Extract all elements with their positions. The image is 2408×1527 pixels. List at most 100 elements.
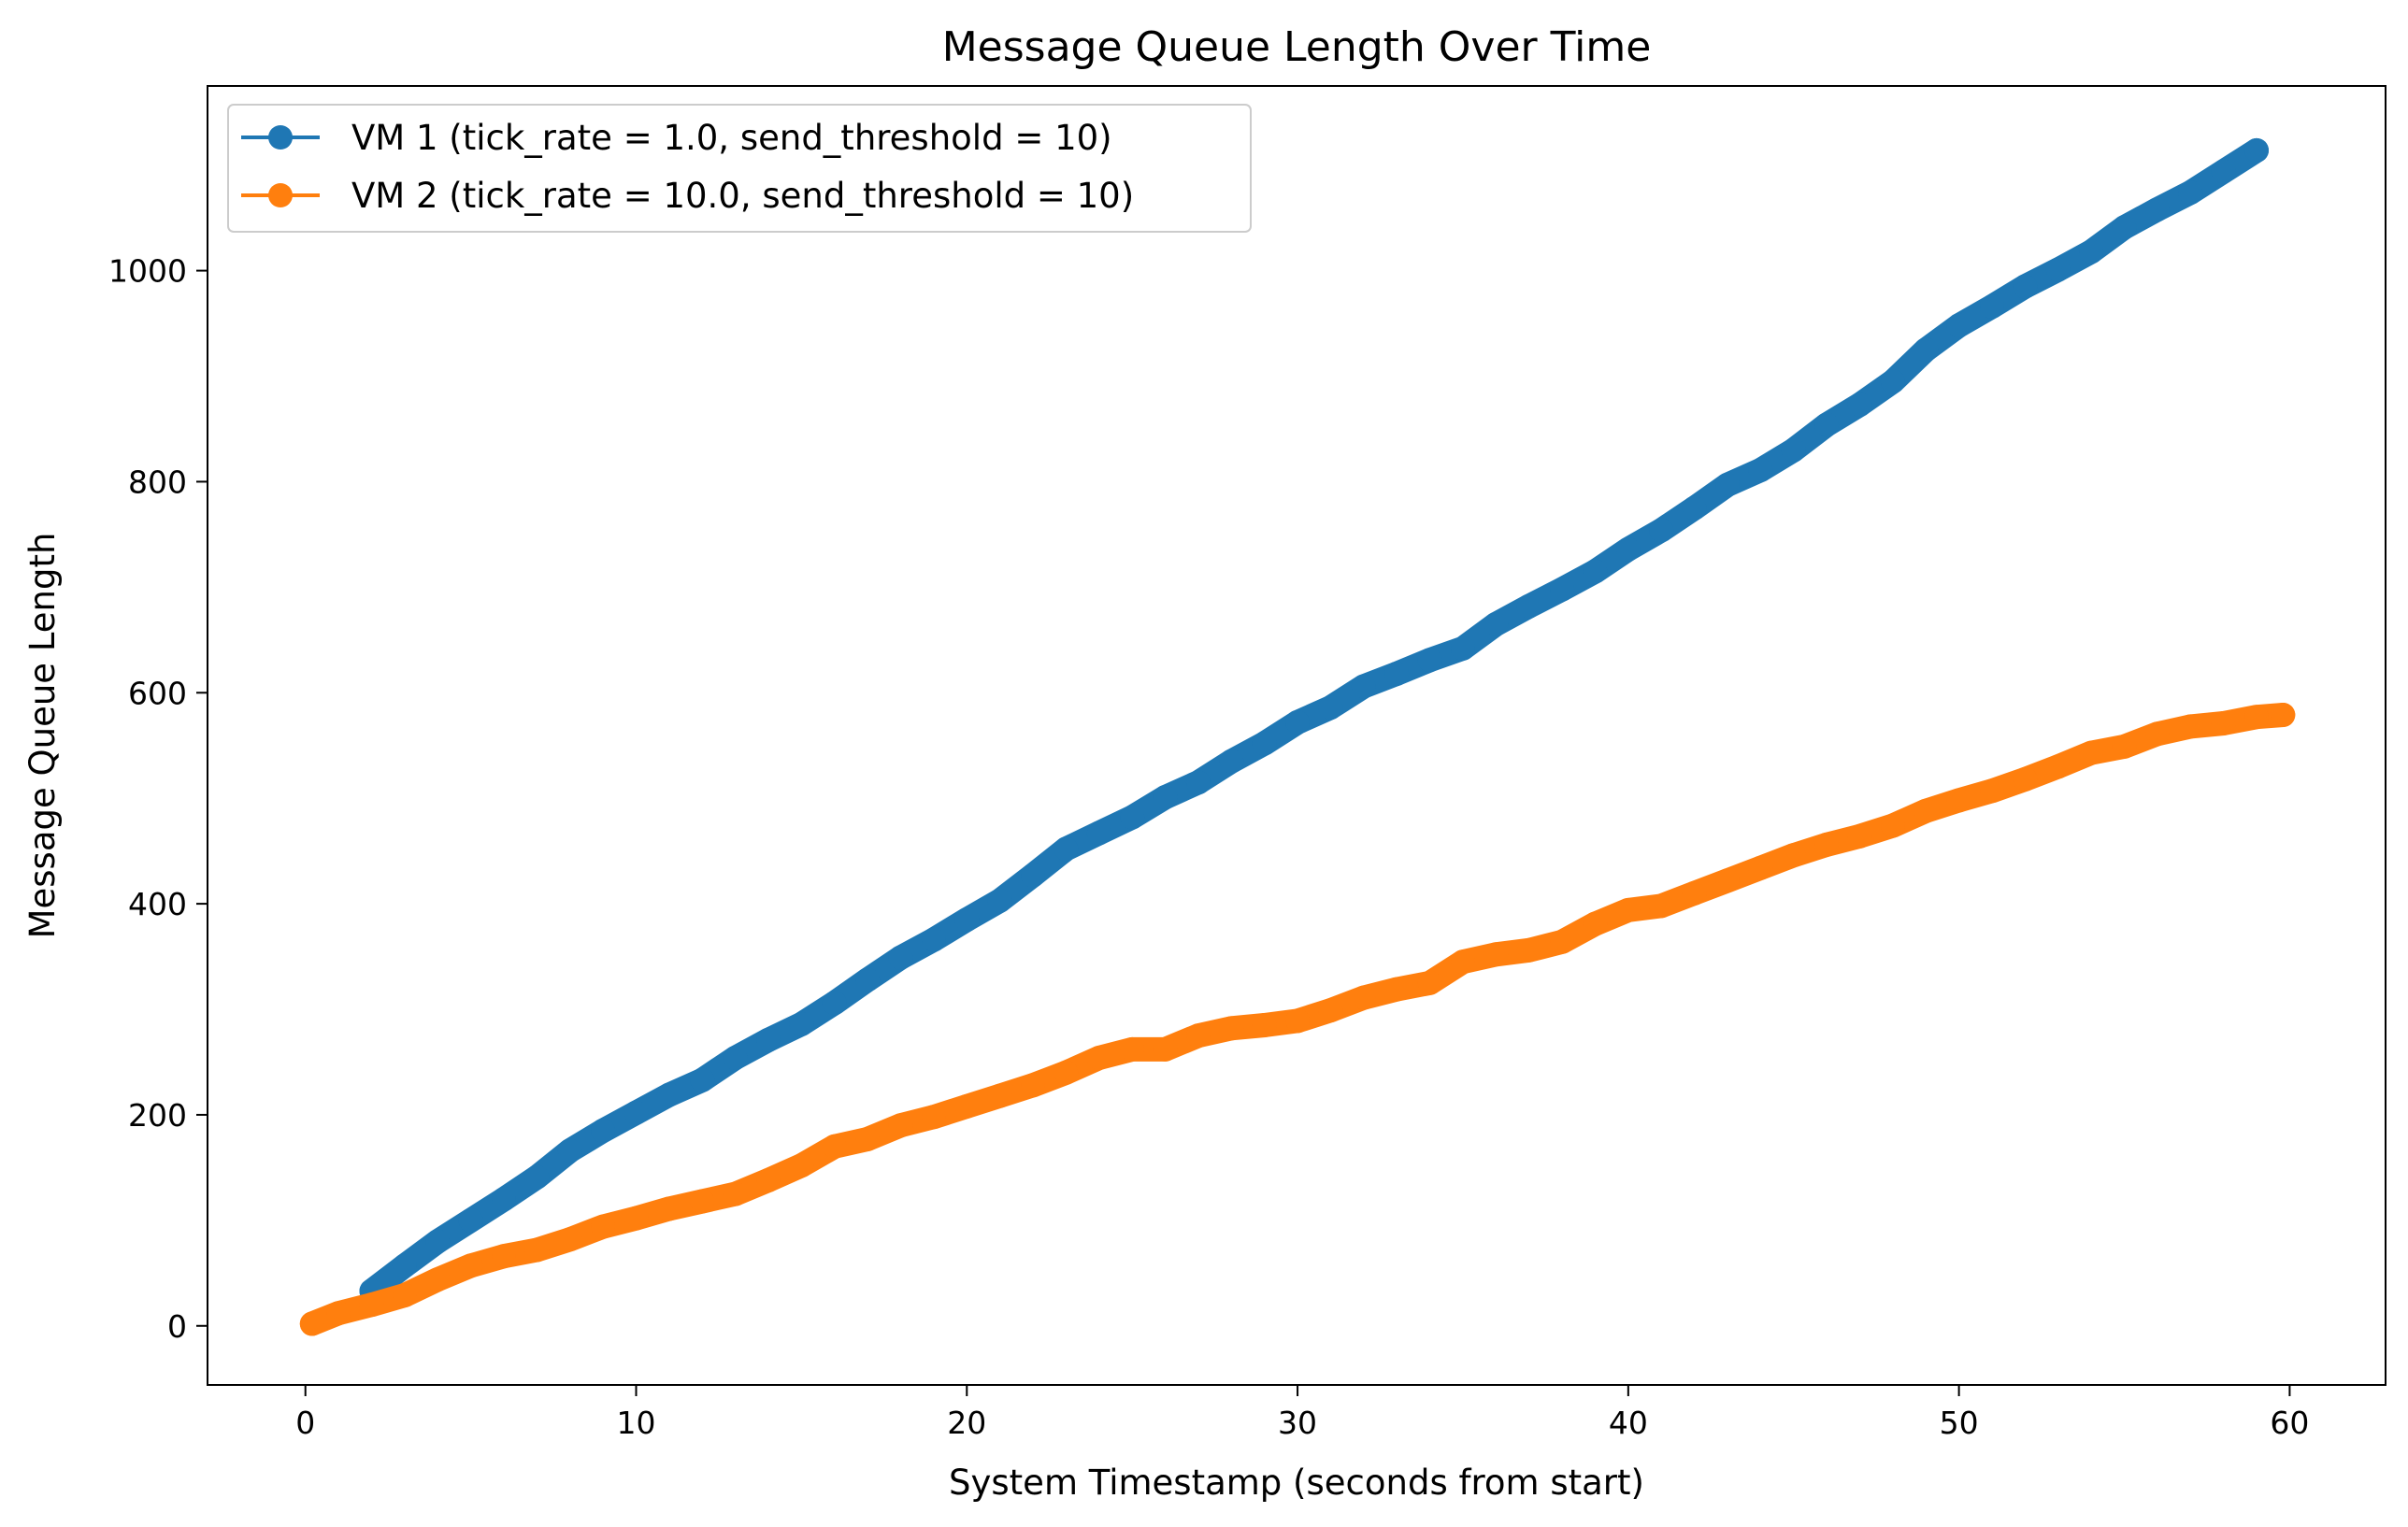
data-point-vm2 xyxy=(1219,1016,1244,1041)
data-point-vm1 xyxy=(1120,805,1145,830)
data-point-vm1 xyxy=(1615,536,1641,562)
data-point-vm2 xyxy=(2144,721,2170,747)
data-point-vm1 xyxy=(656,1082,681,1107)
data-point-vm1 xyxy=(557,1138,582,1163)
data-point-vm2 xyxy=(491,1244,516,1269)
data-point-vm2 xyxy=(1847,823,1872,849)
plot-frame xyxy=(207,85,2386,1386)
data-point-vm1 xyxy=(1219,749,1244,774)
x-tick-label: 60 xyxy=(2270,1405,2309,1441)
data-point-vm1 xyxy=(1814,412,1840,437)
x-axis-ticks: 0 10 20 30 40 50 60 xyxy=(295,1385,2309,1441)
data-point-vm2 xyxy=(756,1167,781,1192)
x-tick-label: 30 xyxy=(1278,1405,1317,1441)
y-tick-label: 200 xyxy=(128,1097,187,1134)
data-point-vm2 xyxy=(954,1093,980,1119)
y-tick-label: 800 xyxy=(128,464,187,500)
data-point-vm2 xyxy=(723,1181,748,1206)
data-point-vm1 xyxy=(723,1045,748,1070)
data-point-vm2 xyxy=(1914,798,1939,823)
data-point-vm2 xyxy=(1615,897,1641,922)
x-tick-label: 10 xyxy=(616,1405,655,1441)
data-point-vm2 xyxy=(921,1105,946,1130)
data-point-vm2 xyxy=(822,1134,847,1159)
data-point-vm2 xyxy=(888,1113,913,1138)
y-tick-label: 600 xyxy=(128,675,187,711)
legend-marker-vm2 xyxy=(268,183,293,207)
data-point-vm2 xyxy=(1484,942,1509,967)
legend: VM 1 (tick_rate = 1.0, send_threshold = … xyxy=(227,104,1252,233)
data-point-vm2 xyxy=(1946,788,1971,813)
data-point-vm2 xyxy=(1880,813,1905,838)
data-point-vm1 xyxy=(1880,369,1905,394)
data-point-vm2 xyxy=(1384,977,1410,1002)
data-point-vm2 xyxy=(524,1237,550,1263)
data-point-vm1 xyxy=(954,907,980,933)
data-point-vm1 xyxy=(1086,821,1111,846)
data-point-vm2 xyxy=(1285,1008,1311,1034)
data-point-vm2 xyxy=(855,1126,881,1151)
legend-label-vm1: VM 1 (tick_rate = 1.0, send_threshold = … xyxy=(351,118,1112,158)
data-point-vm1 xyxy=(458,1207,483,1233)
data-point-vm2 xyxy=(2211,711,2236,736)
data-point-vm1 xyxy=(1748,458,1773,483)
data-point-vm2 xyxy=(458,1253,483,1278)
chart-title: Message Queue Length Over Time xyxy=(942,23,1652,71)
data-point-vm2 xyxy=(2079,740,2104,765)
x-tick-label: 0 xyxy=(295,1405,315,1441)
data-point-vm2 xyxy=(2112,734,2137,759)
y-axis-ticks: 0 200 400 600 800 1000 xyxy=(108,253,208,1345)
data-point-vm1 xyxy=(624,1100,649,1125)
data-point-vm2 xyxy=(1351,985,1376,1010)
data-point-vm1 xyxy=(1946,313,1971,338)
data-point-vm1 xyxy=(524,1164,550,1190)
data-point-vm2 xyxy=(1185,1023,1211,1049)
data-point-vm1 xyxy=(1054,836,1079,862)
data-point-vm1 xyxy=(1980,293,2005,319)
data-point-vm2 xyxy=(1021,1073,1046,1098)
data-point-vm2 xyxy=(1814,832,1840,857)
data-point-vm1 xyxy=(2045,257,2071,282)
data-point-vm1 xyxy=(1682,495,1707,521)
data-point-vm2 xyxy=(656,1196,681,1221)
series-vm2 xyxy=(299,702,2296,1336)
data-point-vm1 xyxy=(392,1253,417,1278)
data-point-vm1 xyxy=(2079,239,2104,264)
data-point-vm2 xyxy=(2244,705,2270,730)
data-point-vm1 xyxy=(1583,559,1608,584)
data-point-vm1 xyxy=(2178,180,2203,206)
legend-marker-vm1 xyxy=(268,125,293,150)
data-point-vm1 xyxy=(1351,674,1376,699)
data-point-vm2 xyxy=(359,1292,384,1318)
data-point-vm1 xyxy=(1781,437,1806,463)
data-point-vm2 xyxy=(299,1311,324,1336)
data-point-vm2 xyxy=(1550,929,1575,954)
data-point-vm2 xyxy=(1318,998,1343,1023)
data-point-vm1 xyxy=(1516,593,1541,619)
data-point-vm2 xyxy=(425,1267,451,1292)
data-point-vm2 xyxy=(557,1227,582,1252)
data-point-vm2 xyxy=(1714,868,1740,893)
data-point-vm1 xyxy=(789,1011,814,1036)
y-axis-label: Message Queue Length xyxy=(22,533,63,939)
data-point-vm1 xyxy=(1914,337,1939,363)
data-point-vm1 xyxy=(888,945,913,970)
x-tick-label: 50 xyxy=(1940,1405,1979,1441)
data-point-vm2 xyxy=(789,1153,814,1178)
data-point-vm1 xyxy=(2112,215,2137,240)
data-point-vm1 xyxy=(690,1067,715,1092)
data-point-vm2 xyxy=(987,1083,1012,1108)
data-point-vm2 xyxy=(2271,702,2296,727)
data-point-vm2 xyxy=(326,1301,351,1326)
data-point-vm2 xyxy=(690,1189,715,1214)
data-point-vm1 xyxy=(1649,518,1674,543)
data-point-vm2 xyxy=(2045,754,2071,779)
data-point-vm2 xyxy=(2178,714,2203,739)
x-axis-label: System Timestamp (seconds from start) xyxy=(949,1463,1644,1503)
data-point-vm2 xyxy=(1252,1012,1277,1037)
series-marker-band-vm1 xyxy=(359,137,2269,1304)
legend-box xyxy=(227,104,1252,233)
data-point-vm1 xyxy=(2144,197,2170,222)
data-point-vm1 xyxy=(1417,648,1442,673)
